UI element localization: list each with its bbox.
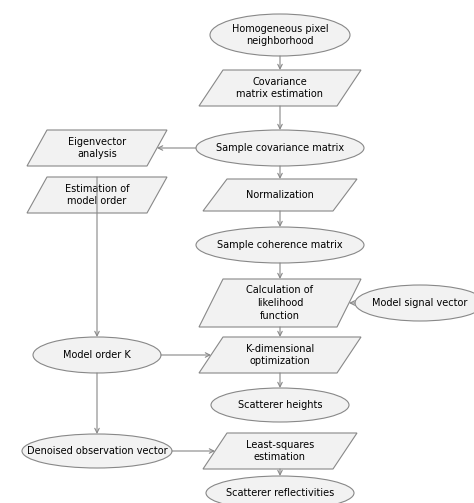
Text: Scatterer reflectivities: Scatterer reflectivities: [226, 488, 334, 498]
Text: Denoised observation vector: Denoised observation vector: [27, 446, 167, 456]
Text: Model order K: Model order K: [63, 350, 131, 360]
Ellipse shape: [355, 285, 474, 321]
Text: Scatterer heights: Scatterer heights: [238, 400, 322, 410]
Text: Estimation of
model order: Estimation of model order: [65, 184, 129, 206]
Text: Normalization: Normalization: [246, 190, 314, 200]
Ellipse shape: [196, 130, 364, 166]
Text: Sample covariance matrix: Sample covariance matrix: [216, 143, 344, 153]
Text: Covariance
matrix estimation: Covariance matrix estimation: [237, 76, 323, 100]
Text: Eigenvector
analysis: Eigenvector analysis: [68, 137, 126, 159]
Ellipse shape: [22, 434, 172, 468]
Polygon shape: [27, 130, 167, 166]
Ellipse shape: [33, 337, 161, 373]
Polygon shape: [27, 177, 167, 213]
Ellipse shape: [211, 388, 349, 422]
Ellipse shape: [210, 14, 350, 56]
Polygon shape: [199, 70, 361, 106]
Text: Calculation of
likelihood
function: Calculation of likelihood function: [246, 285, 313, 321]
Polygon shape: [203, 179, 357, 211]
Text: Least-squares
estimation: Least-squares estimation: [246, 440, 314, 462]
Polygon shape: [199, 279, 361, 327]
Text: Sample coherence matrix: Sample coherence matrix: [217, 240, 343, 250]
Text: K-dimensional
optimization: K-dimensional optimization: [246, 344, 314, 366]
Text: Model signal vector: Model signal vector: [372, 298, 468, 308]
Text: Homogeneous pixel
neighborhood: Homogeneous pixel neighborhood: [232, 24, 328, 46]
Polygon shape: [203, 433, 357, 469]
Polygon shape: [199, 337, 361, 373]
Ellipse shape: [206, 476, 354, 503]
Ellipse shape: [196, 227, 364, 263]
